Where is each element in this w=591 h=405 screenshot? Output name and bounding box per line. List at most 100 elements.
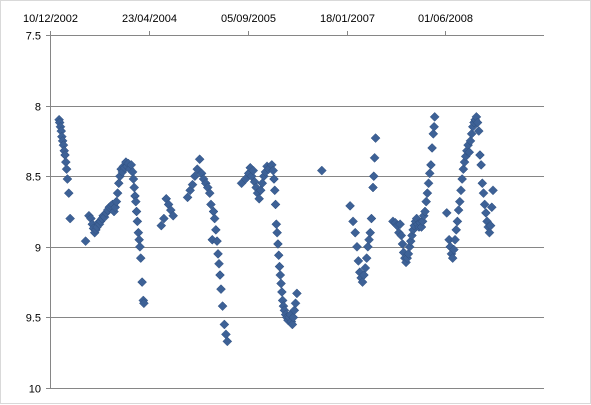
data-point [215, 270, 225, 280]
data-point [429, 121, 439, 132]
data-point [397, 239, 408, 249]
data-point [452, 216, 463, 227]
data-point [129, 182, 140, 193]
data-point [450, 234, 460, 245]
data-point [63, 188, 74, 198]
data-point [209, 213, 220, 224]
data-point [477, 178, 488, 189]
data-point [214, 258, 224, 269]
data-point [352, 241, 362, 252]
x-tick-label: 01/06/2008 [418, 13, 473, 25]
data-point [486, 202, 497, 213]
data-point [396, 230, 407, 241]
data-point [366, 213, 377, 224]
gridlines [46, 31, 544, 389]
data-point [257, 178, 268, 189]
data-point [288, 312, 299, 323]
data-point [255, 185, 266, 196]
data-point [420, 206, 430, 217]
data-point [449, 244, 459, 255]
data-point [269, 185, 280, 196]
x-tick-label: 18/01/2007 [320, 13, 375, 25]
data-point [276, 278, 286, 289]
data-point [113, 178, 124, 189]
data-point [128, 174, 139, 184]
data-point [403, 249, 414, 259]
data-point [159, 213, 169, 224]
data-point [485, 220, 496, 231]
data-point [472, 117, 483, 128]
data-point [316, 165, 327, 176]
data-point [427, 143, 437, 153]
data-point [272, 227, 282, 238]
data-point [447, 253, 458, 263]
data-point [429, 112, 440, 122]
x-tick-label: 23/04/2004 [122, 13, 177, 25]
data-point [62, 174, 73, 184]
data-point [187, 179, 198, 190]
data-point [451, 225, 462, 235]
data-point [456, 185, 466, 196]
data-point [426, 160, 436, 170]
data-point [270, 199, 281, 210]
data-point [363, 241, 373, 252]
x-tick-label: 10/12/2002 [23, 13, 78, 25]
data-points [54, 112, 498, 347]
data-point [476, 160, 486, 170]
data-point [458, 164, 469, 174]
data-point [190, 171, 200, 182]
y-axis-tick-labels: 7.5 8 8.5 9 9.5 10 [26, 31, 41, 396]
data-point [219, 319, 230, 330]
data-point [289, 305, 300, 316]
data-point [357, 277, 368, 287]
data-point [112, 188, 123, 198]
data-point [395, 219, 405, 230]
data-point [365, 227, 376, 238]
data-point [424, 168, 435, 179]
y-tick-label: 10 [29, 384, 41, 396]
data-point [65, 213, 76, 224]
data-point [80, 236, 91, 247]
data-point [204, 188, 215, 198]
data-point [111, 196, 122, 207]
x-axis-tick-labels: 10/12/2002 23/04/2004 05/09/2005 18/01/2007… [23, 13, 473, 25]
data-point [156, 220, 167, 231]
data-point [479, 199, 490, 210]
data-point [364, 234, 374, 245]
data-point [454, 196, 465, 207]
data-point [457, 174, 468, 184]
data-point [217, 301, 228, 311]
data-point [484, 227, 495, 238]
data-point [441, 208, 452, 218]
data-point [466, 128, 477, 139]
data-point [273, 250, 284, 261]
x-tick-label: 05/09/2005 [221, 13, 276, 25]
data-point [421, 196, 432, 207]
data-point [248, 165, 259, 176]
data-point [422, 188, 433, 198]
data-point [345, 200, 355, 211]
data-point [254, 193, 264, 204]
data-point [275, 270, 286, 280]
data-point [423, 178, 434, 189]
data-point [194, 154, 205, 165]
data-point [210, 225, 221, 235]
data-point [465, 136, 476, 146]
data-point [287, 319, 298, 330]
data-point [137, 277, 147, 287]
data-point [139, 298, 149, 309]
data-point [213, 249, 223, 259]
data-point [271, 219, 282, 230]
data-point [212, 236, 222, 247]
data-point [130, 196, 141, 207]
data-point [361, 253, 372, 263]
data-point [428, 128, 439, 139]
data-point [368, 171, 379, 182]
data-point [359, 270, 369, 280]
data-point [274, 261, 285, 272]
data-point [290, 298, 301, 309]
data-point [273, 239, 283, 249]
y-tick-label: 8.5 [26, 172, 41, 184]
data-point [464, 147, 475, 158]
